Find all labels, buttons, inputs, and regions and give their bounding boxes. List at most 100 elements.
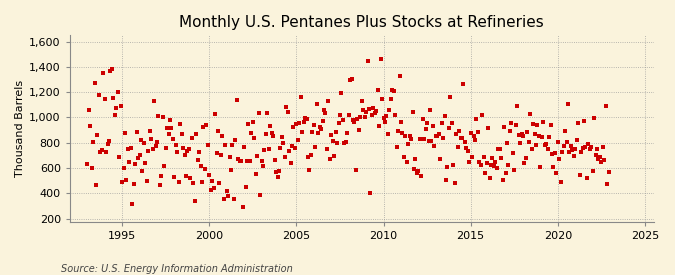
Point: [136, 138, 146, 142]
Point: [583, 141, 594, 146]
Point: [297, 130, 308, 134]
Point: [513, 133, 524, 138]
Point: [445, 95, 456, 99]
Point: [143, 149, 154, 153]
Point: [284, 148, 294, 153]
Point: [542, 147, 553, 151]
Point: [237, 205, 248, 209]
Point: [294, 121, 304, 126]
Point: [258, 164, 269, 168]
Point: [545, 123, 556, 127]
Point: [400, 134, 410, 139]
Point: [316, 126, 327, 131]
Point: [560, 129, 570, 133]
Point: [107, 67, 117, 72]
Point: [413, 169, 424, 173]
Point: [398, 155, 409, 159]
Point: [581, 176, 592, 180]
Point: [321, 147, 332, 152]
Point: [140, 161, 151, 165]
Point: [576, 150, 587, 154]
Point: [287, 144, 298, 148]
Title: Monthly U.S. Pentanes Plus Stocks at Refineries: Monthly U.S. Pentanes Plus Stocks at Ref…: [180, 15, 544, 30]
Point: [167, 137, 178, 141]
Point: [503, 163, 514, 167]
Point: [461, 146, 472, 150]
Point: [356, 99, 367, 103]
Point: [548, 164, 559, 169]
Point: [275, 146, 286, 150]
Point: [412, 171, 423, 175]
Point: [416, 174, 427, 178]
Point: [374, 124, 385, 128]
Point: [499, 125, 510, 129]
Point: [373, 88, 383, 92]
Point: [131, 130, 142, 134]
Point: [330, 130, 341, 134]
Point: [207, 178, 217, 183]
Point: [397, 131, 408, 136]
Point: [317, 119, 328, 123]
Point: [407, 109, 418, 114]
Point: [296, 95, 306, 99]
Point: [253, 110, 264, 115]
Point: [221, 189, 232, 194]
Point: [472, 130, 483, 134]
Point: [470, 138, 481, 142]
Point: [148, 99, 159, 103]
Point: [336, 91, 347, 95]
Point: [195, 164, 206, 168]
Point: [144, 129, 155, 133]
Point: [313, 131, 323, 135]
Point: [311, 101, 322, 106]
Point: [156, 174, 167, 178]
Point: [358, 108, 369, 112]
Point: [573, 121, 584, 125]
Point: [590, 152, 601, 157]
Point: [246, 131, 256, 136]
Point: [489, 164, 500, 168]
Point: [383, 132, 394, 136]
Point: [146, 136, 157, 141]
Point: [175, 121, 186, 126]
Point: [436, 121, 447, 126]
Point: [599, 158, 610, 163]
Point: [485, 163, 496, 167]
Point: [123, 147, 134, 151]
Point: [354, 128, 364, 133]
Point: [333, 121, 344, 125]
Point: [561, 139, 572, 144]
Point: [133, 156, 144, 161]
Point: [185, 175, 196, 180]
Point: [452, 145, 463, 149]
Point: [204, 173, 215, 177]
Point: [188, 181, 198, 185]
Point: [153, 113, 164, 118]
Point: [512, 104, 522, 109]
Point: [595, 155, 605, 160]
Point: [491, 166, 502, 170]
Point: [586, 145, 597, 150]
Point: [119, 131, 130, 135]
Point: [202, 142, 213, 147]
Point: [236, 159, 246, 163]
Point: [269, 158, 280, 163]
Point: [271, 170, 281, 175]
Point: [571, 138, 582, 143]
Point: [217, 134, 227, 139]
Point: [340, 139, 351, 144]
Point: [157, 115, 168, 119]
Point: [268, 134, 279, 139]
Point: [169, 175, 180, 180]
Point: [441, 178, 452, 182]
Point: [475, 163, 486, 167]
Point: [117, 180, 128, 185]
Point: [298, 119, 309, 124]
Point: [307, 130, 318, 134]
Point: [495, 156, 506, 160]
Point: [105, 69, 116, 73]
Point: [365, 191, 376, 195]
Point: [288, 124, 299, 129]
Point: [171, 142, 182, 147]
Point: [592, 147, 603, 151]
